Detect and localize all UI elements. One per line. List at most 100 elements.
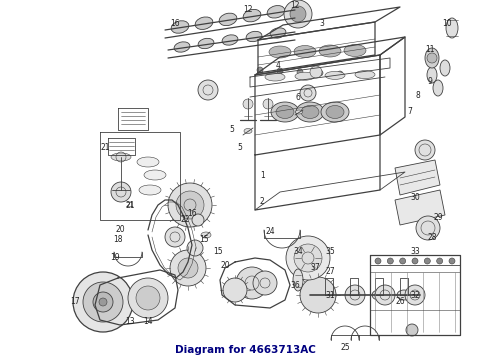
Circle shape xyxy=(223,278,247,302)
Ellipse shape xyxy=(243,9,261,22)
Ellipse shape xyxy=(446,18,458,38)
Circle shape xyxy=(178,258,198,278)
Ellipse shape xyxy=(171,21,189,33)
Polygon shape xyxy=(395,190,445,225)
Circle shape xyxy=(253,271,277,295)
Text: 3: 3 xyxy=(319,19,324,28)
Text: 13: 13 xyxy=(125,318,135,327)
Ellipse shape xyxy=(219,13,237,26)
Ellipse shape xyxy=(347,290,361,300)
Ellipse shape xyxy=(265,73,285,81)
Text: 11: 11 xyxy=(425,45,435,54)
Text: 4: 4 xyxy=(275,60,280,69)
Text: 6: 6 xyxy=(295,93,300,102)
Text: 35: 35 xyxy=(325,248,335,256)
Text: 20: 20 xyxy=(115,225,125,234)
Text: 16: 16 xyxy=(170,19,180,28)
Ellipse shape xyxy=(325,71,345,80)
Circle shape xyxy=(170,250,206,286)
Circle shape xyxy=(415,140,435,160)
Text: 19: 19 xyxy=(110,253,120,262)
Text: 34: 34 xyxy=(293,248,303,256)
Circle shape xyxy=(294,244,322,272)
Circle shape xyxy=(297,69,303,75)
Ellipse shape xyxy=(425,48,439,68)
Circle shape xyxy=(128,278,168,318)
Circle shape xyxy=(400,258,406,264)
Ellipse shape xyxy=(440,60,450,76)
Ellipse shape xyxy=(295,110,302,114)
Text: 37: 37 xyxy=(310,264,320,273)
Circle shape xyxy=(136,286,160,310)
Ellipse shape xyxy=(137,157,159,167)
Text: 25: 25 xyxy=(340,343,350,352)
Ellipse shape xyxy=(372,290,386,300)
Text: 12: 12 xyxy=(290,1,300,10)
Circle shape xyxy=(284,0,312,28)
Circle shape xyxy=(165,227,185,247)
Text: 18: 18 xyxy=(113,235,123,244)
Ellipse shape xyxy=(322,290,336,300)
Circle shape xyxy=(424,258,430,264)
Ellipse shape xyxy=(276,105,294,118)
Text: 21: 21 xyxy=(125,201,135,210)
Text: 31: 31 xyxy=(325,291,335,300)
Circle shape xyxy=(437,258,442,264)
Ellipse shape xyxy=(201,232,211,238)
Circle shape xyxy=(345,285,365,305)
Ellipse shape xyxy=(301,105,319,118)
Text: 24: 24 xyxy=(265,228,275,237)
Text: 32: 32 xyxy=(410,291,420,300)
Circle shape xyxy=(83,282,123,322)
Circle shape xyxy=(375,285,395,305)
Ellipse shape xyxy=(326,105,344,118)
Text: 28: 28 xyxy=(427,234,437,243)
Ellipse shape xyxy=(174,42,190,52)
Text: 17: 17 xyxy=(70,297,80,306)
Circle shape xyxy=(99,298,107,306)
Ellipse shape xyxy=(321,102,349,122)
Text: 7: 7 xyxy=(408,108,413,117)
Circle shape xyxy=(93,292,113,312)
Ellipse shape xyxy=(427,67,437,83)
Circle shape xyxy=(317,70,323,76)
Ellipse shape xyxy=(267,5,285,18)
Circle shape xyxy=(416,216,440,240)
Circle shape xyxy=(406,324,418,336)
Text: 10: 10 xyxy=(442,19,452,28)
Circle shape xyxy=(236,267,268,299)
Circle shape xyxy=(192,214,204,226)
Circle shape xyxy=(412,258,418,264)
Ellipse shape xyxy=(397,290,411,300)
Text: 16: 16 xyxy=(187,208,197,217)
Ellipse shape xyxy=(111,153,131,161)
Ellipse shape xyxy=(139,185,161,195)
Text: 5: 5 xyxy=(238,144,243,153)
Ellipse shape xyxy=(295,72,315,80)
Ellipse shape xyxy=(293,269,303,291)
Text: 33: 33 xyxy=(410,248,420,256)
Ellipse shape xyxy=(270,28,286,38)
Ellipse shape xyxy=(433,80,443,96)
Circle shape xyxy=(263,99,273,109)
Circle shape xyxy=(405,285,425,305)
Text: 12: 12 xyxy=(243,5,253,14)
Text: 15: 15 xyxy=(199,235,209,244)
Ellipse shape xyxy=(269,46,291,58)
Circle shape xyxy=(286,236,330,280)
Circle shape xyxy=(300,85,316,101)
Circle shape xyxy=(337,71,343,77)
Circle shape xyxy=(243,99,253,109)
Ellipse shape xyxy=(271,102,299,122)
Text: 27: 27 xyxy=(325,267,335,276)
Circle shape xyxy=(168,183,212,227)
Text: 15: 15 xyxy=(213,248,223,256)
Circle shape xyxy=(310,66,322,78)
Circle shape xyxy=(187,240,203,256)
Text: 8: 8 xyxy=(416,91,420,100)
Circle shape xyxy=(427,53,437,63)
Text: 14: 14 xyxy=(143,318,153,327)
Ellipse shape xyxy=(344,45,366,57)
Circle shape xyxy=(198,80,218,100)
Ellipse shape xyxy=(319,45,341,57)
